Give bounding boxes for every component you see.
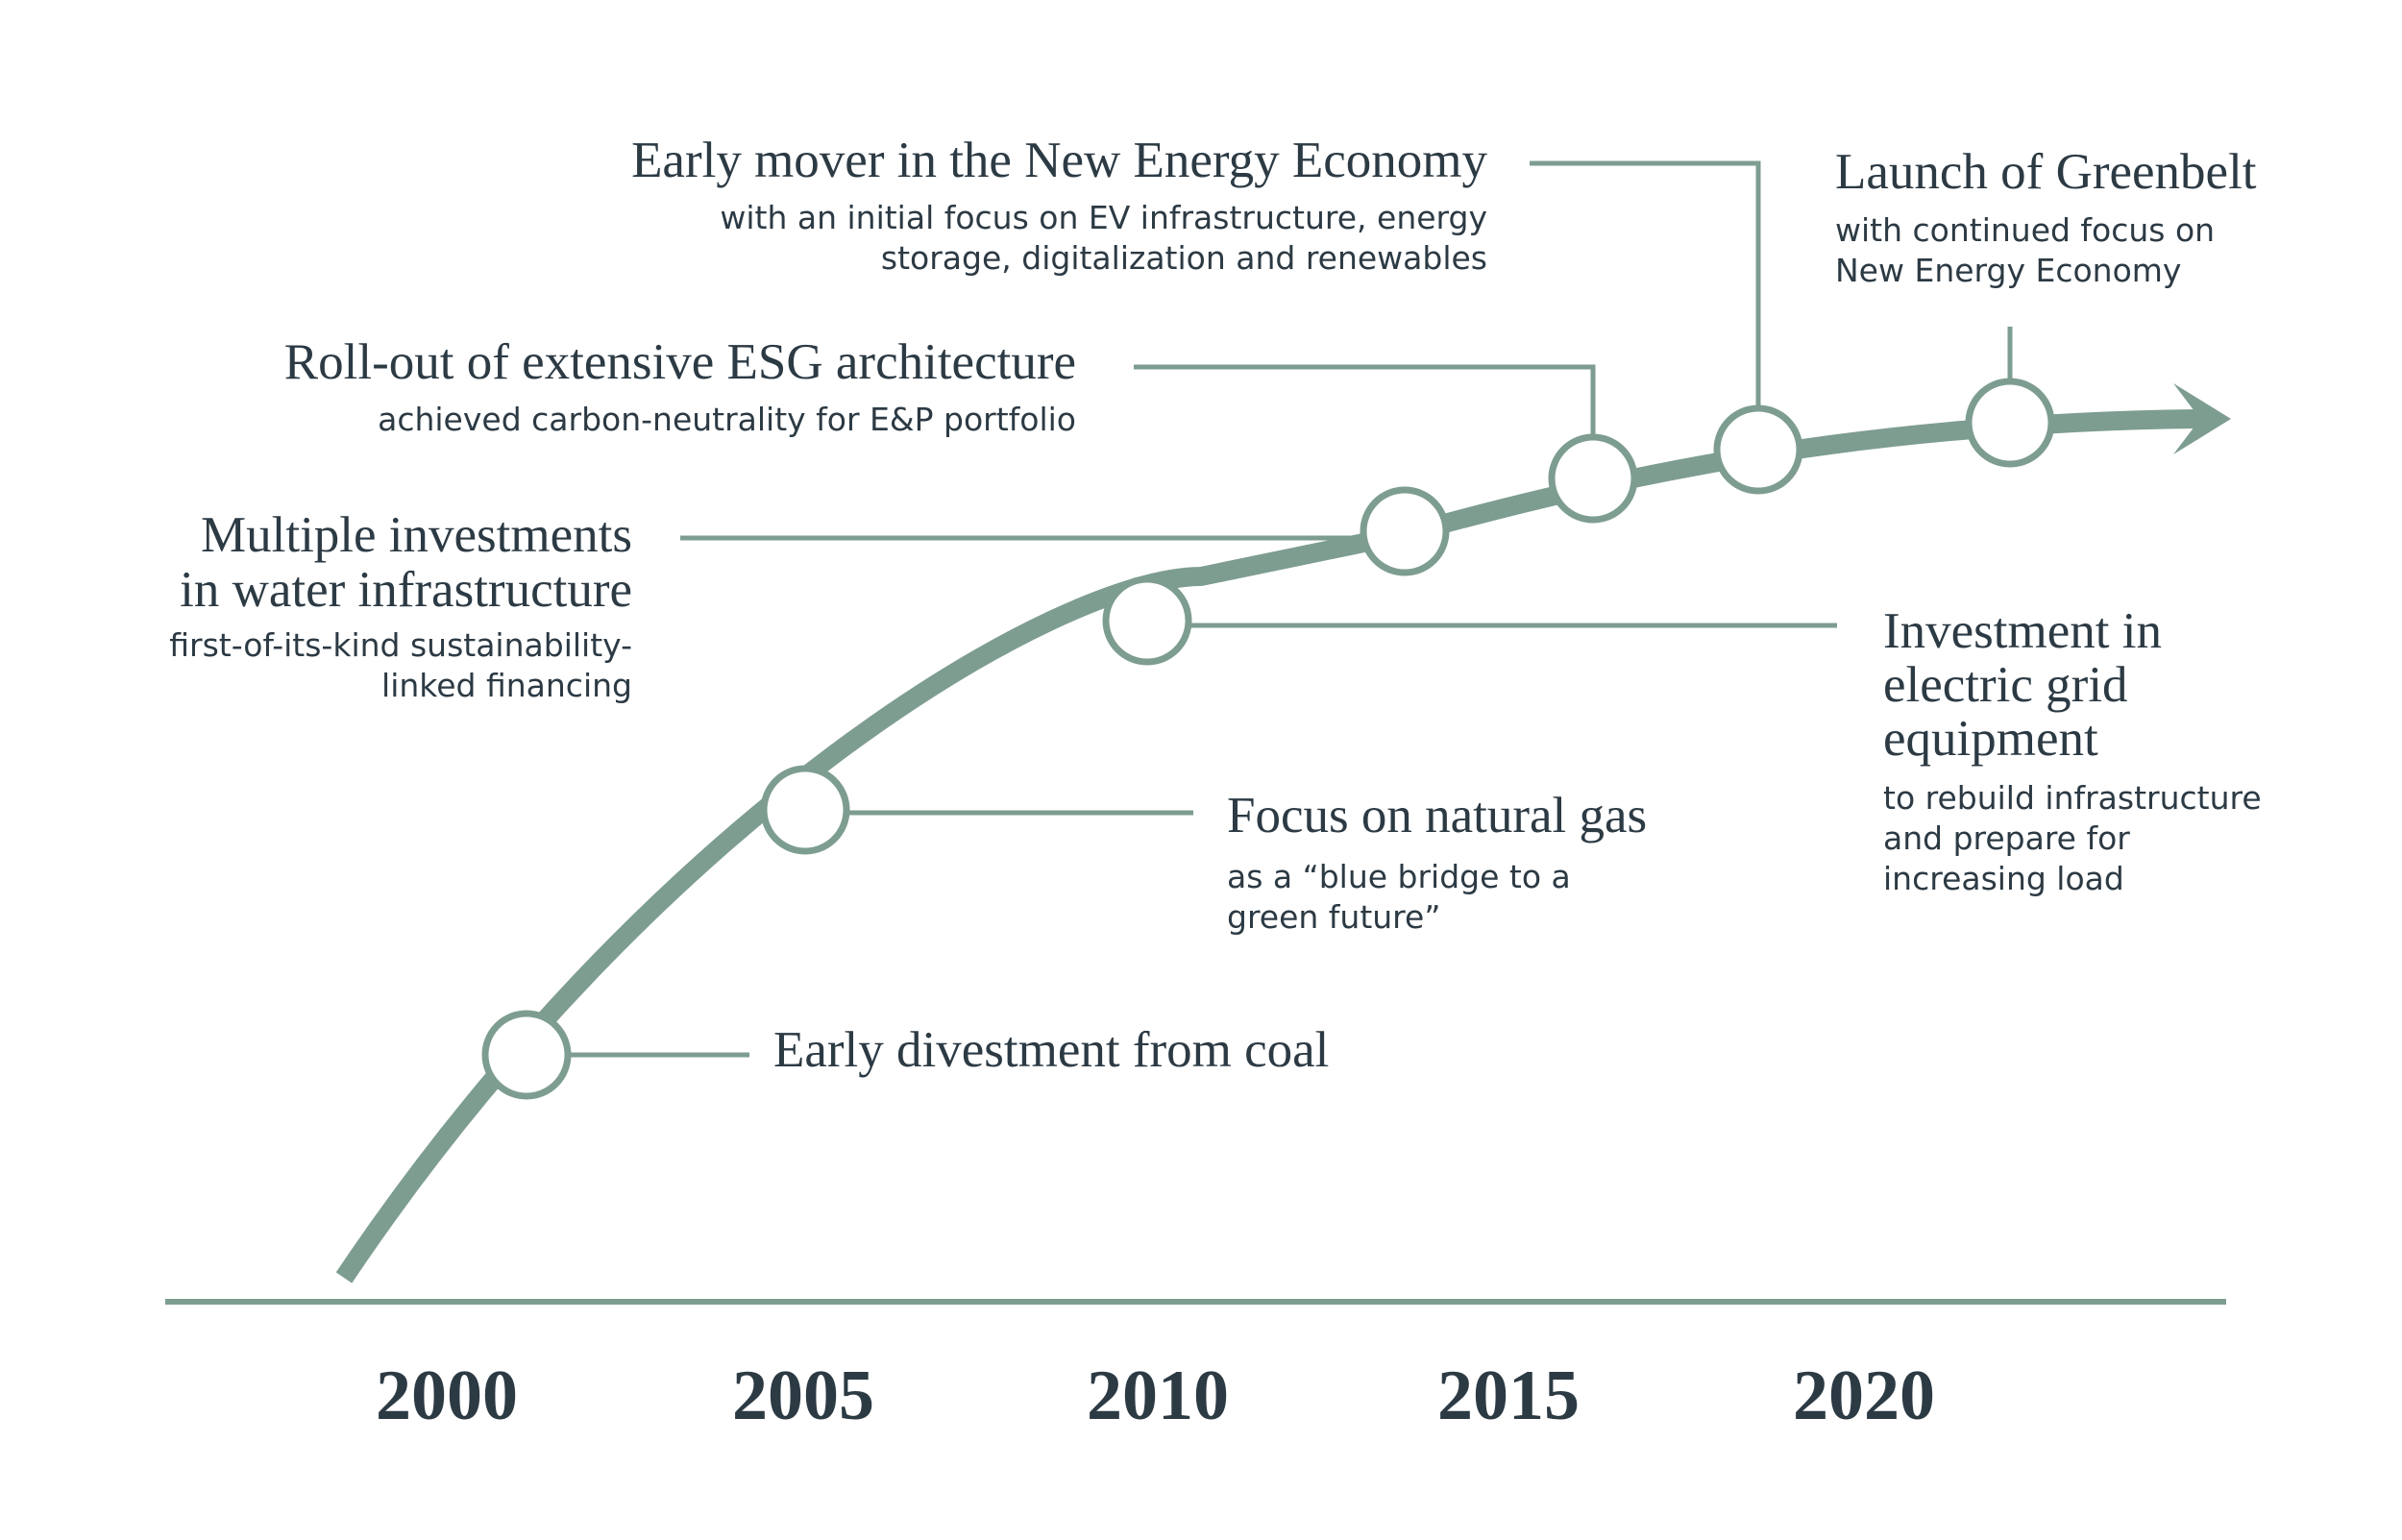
year-label-2005: 2005 [732, 1357, 874, 1435]
milestone-label-greenbelt: Launch of Greenbelt with continued focus… [1835, 144, 2257, 289]
milestone-subtitle: as a “blue bridge to a [1227, 858, 1571, 895]
milestone-subtitle: linked financing [381, 667, 632, 704]
milestone-label-coal: Early divestment from coal [773, 1022, 1329, 1078]
milestone-subtitle: and prepare for [1883, 819, 2130, 857]
milestone-subtitle: with continued focus on [1835, 211, 2215, 249]
milestone-title: Focus on natural gas [1227, 788, 1647, 843]
milestone-marker-greenbelt [1965, 378, 2055, 468]
milestone-subtitle: to rebuild infrastructure [1883, 779, 2262, 817]
milestone-title: in water infrastructure [180, 562, 632, 618]
milestone-marker-esg [1548, 433, 1638, 524]
milestone-title: electric grid [1883, 657, 2128, 713]
milestone-marker-coal [481, 1010, 572, 1100]
milestone-marker-gas [760, 765, 850, 855]
milestone-title: Investment in [1883, 603, 2162, 659]
year-labels: 2000 2005 2010 2015 2020 [376, 1357, 1935, 1435]
milestone-label-grid: Investment in electric grid equipment to… [1883, 603, 2262, 897]
milestone-marker-water [1360, 486, 1450, 576]
year-label-2015: 2015 [1437, 1357, 1580, 1435]
milestone-label-water: Multiple investments in water infrastruc… [169, 507, 632, 704]
milestone-subtitle: storage, digitalization and renewables [881, 239, 1487, 277]
milestone-label-esg: Roll-out of extensive ESG architecture a… [284, 334, 1076, 438]
milestone-label-gas: Focus on natural gas as a “blue bridge t… [1227, 788, 1647, 936]
year-label-2020: 2020 [1793, 1357, 1935, 1435]
milestone-title: Multiple investments [201, 507, 632, 563]
milestone-subtitle: green future” [1227, 898, 1440, 936]
milestone-title: Early divestment from coal [773, 1022, 1329, 1078]
milestone-marker-new-energy [1713, 404, 1803, 495]
connector-new-energy [1530, 160, 1761, 407]
year-label-2000: 2000 [376, 1357, 518, 1435]
connector-esg [1134, 364, 1596, 434]
milestone-marker-grid [1102, 575, 1192, 666]
milestone-title: Launch of Greenbelt [1835, 144, 2257, 200]
growth-curve [335, 409, 2201, 1283]
milestone-title: Early mover in the New Energy Economy [631, 133, 1487, 188]
curve-arrowhead-icon [2173, 383, 2231, 454]
milestone-subtitle: achieved carbon-neutrality for E&P portf… [378, 401, 1076, 438]
milestone-title: Roll-out of extensive ESG architecture [284, 334, 1076, 390]
milestone-subtitle: with an initial focus on EV infrastructu… [720, 199, 1487, 236]
milestone-subtitle: New Energy Economy [1835, 252, 2181, 289]
milestone-subtitle: increasing load [1883, 860, 2124, 897]
milestone-label-new-energy: Early mover in the New Energy Economy wi… [631, 133, 1487, 277]
milestone-title: equipment [1883, 711, 2098, 767]
year-label-2010: 2010 [1087, 1357, 1229, 1435]
milestone-subtitle: first-of-its-kind sustainability- [169, 626, 632, 664]
